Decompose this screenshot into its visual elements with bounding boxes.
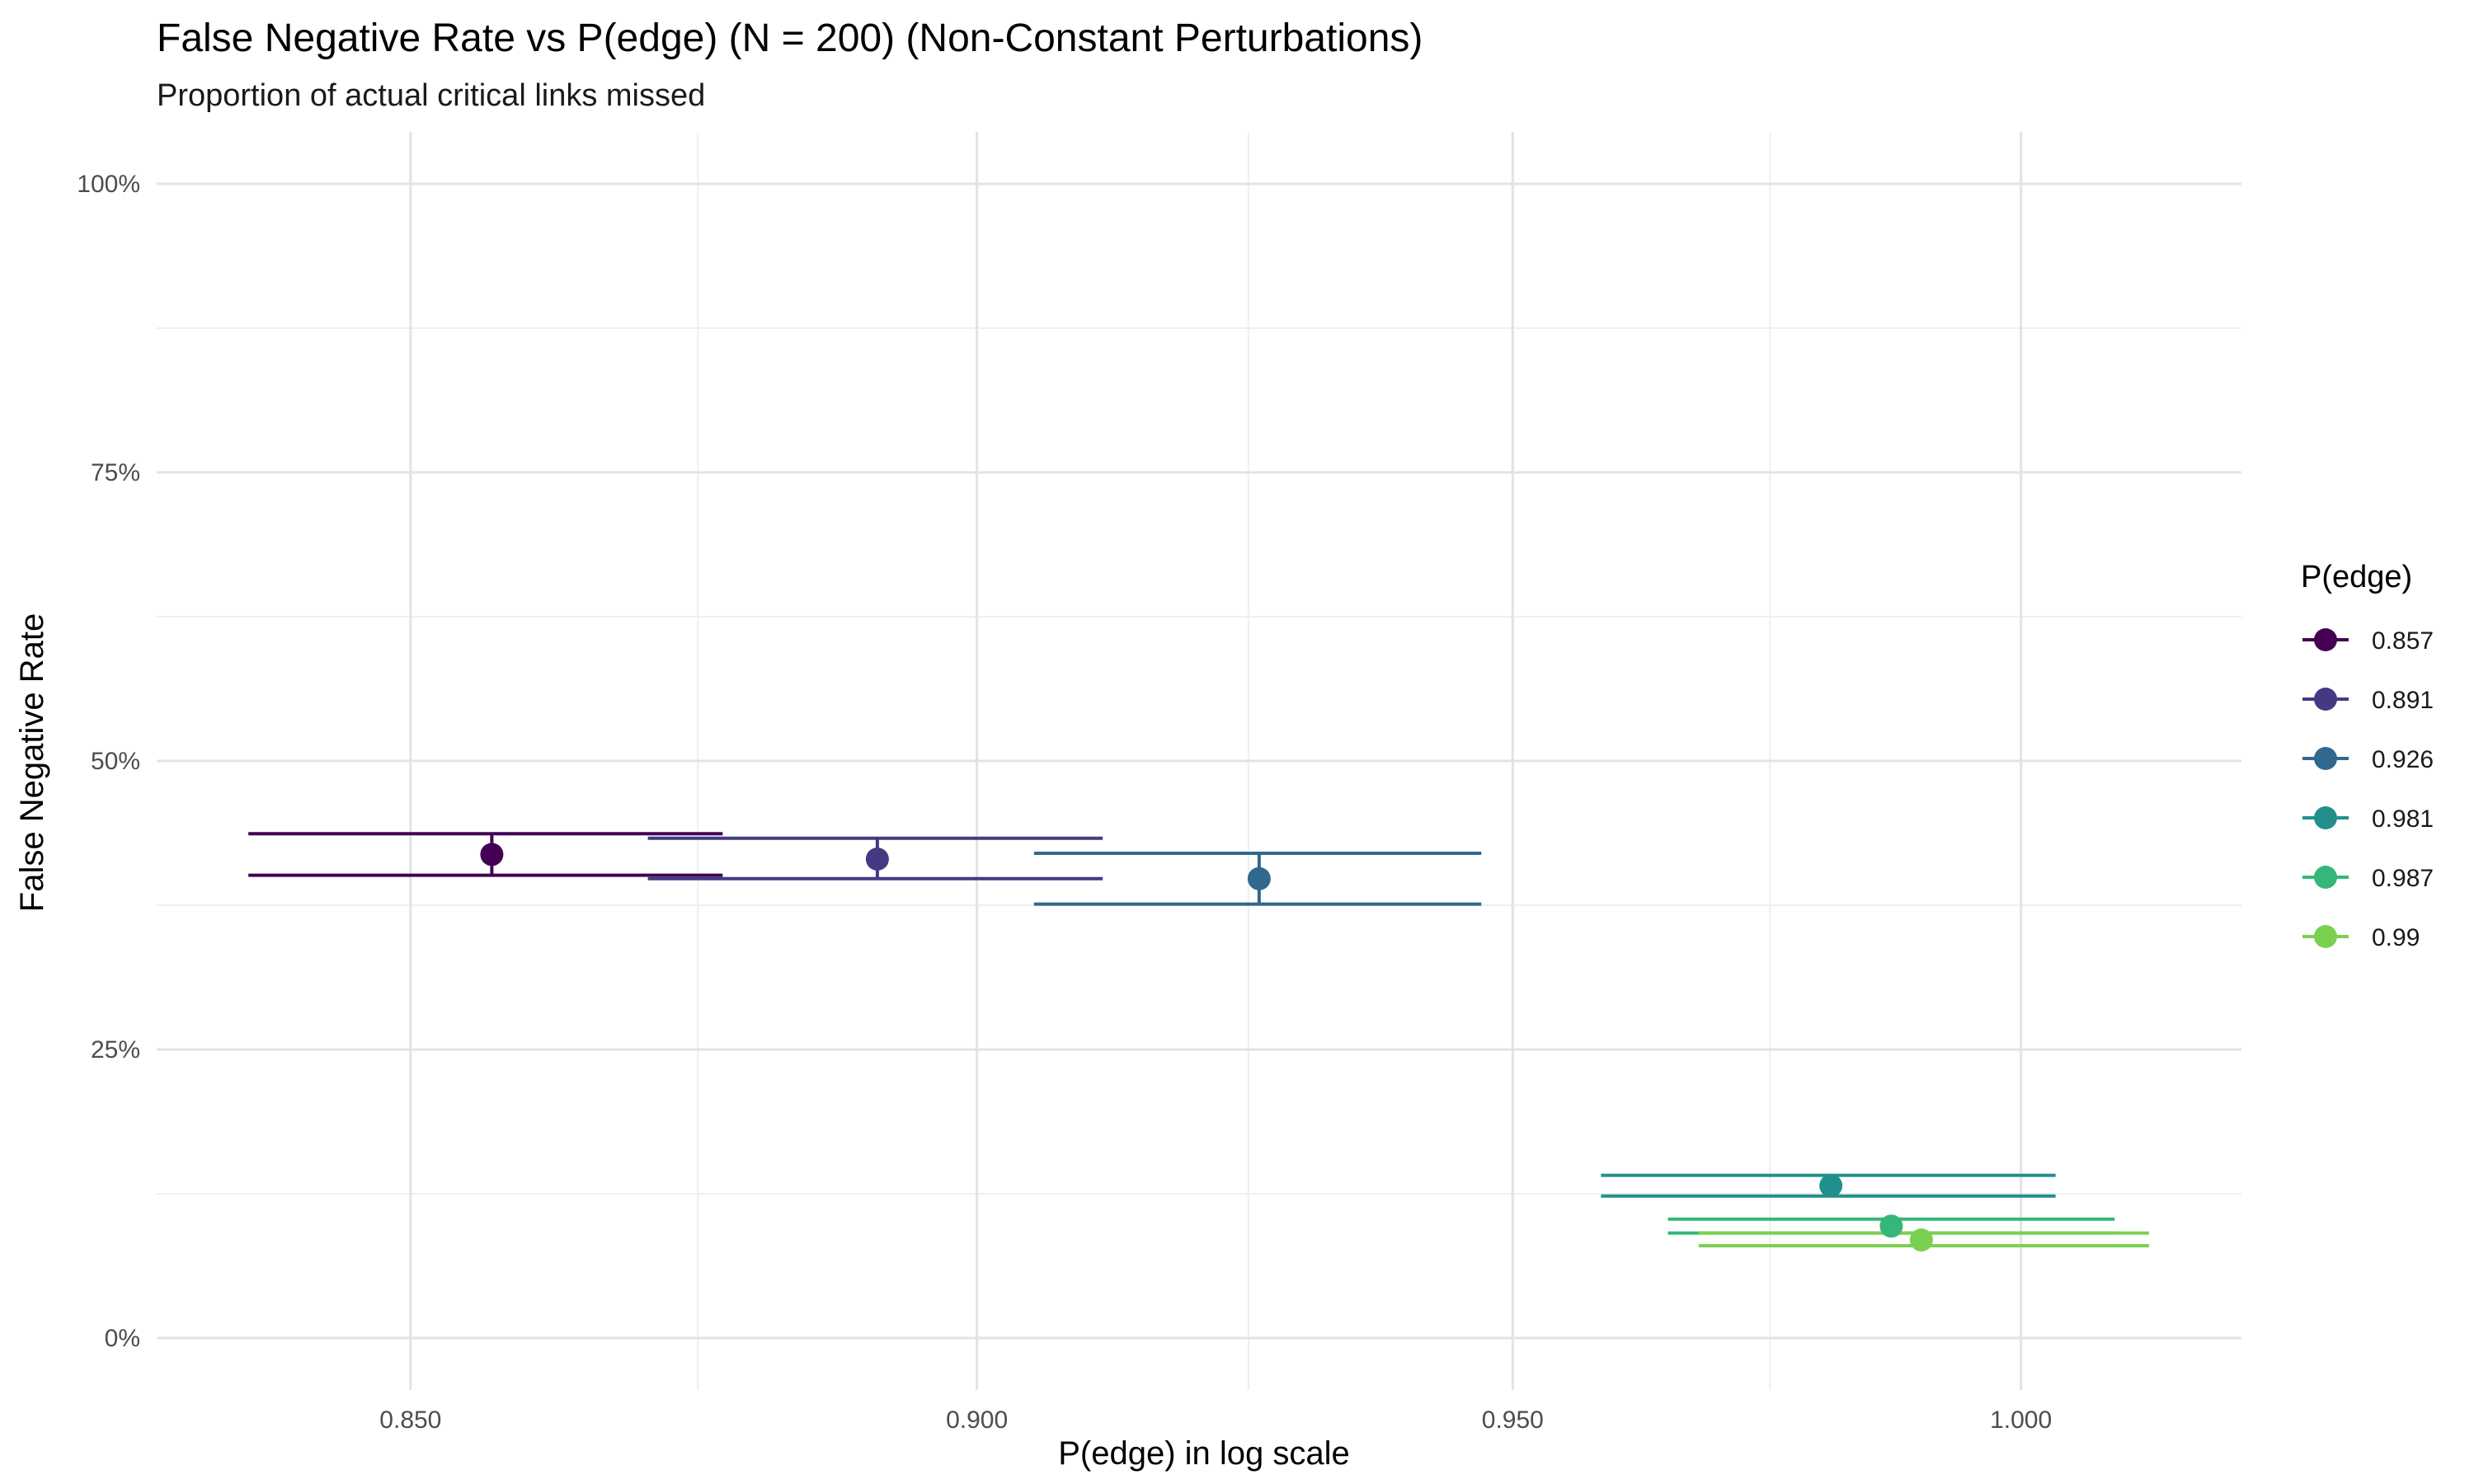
legend-key-point bbox=[2314, 628, 2337, 651]
legend-label: 0.981 bbox=[2372, 805, 2434, 833]
legend-key-point bbox=[2314, 688, 2337, 711]
legend-item: 0.981 bbox=[2302, 805, 2434, 833]
data-point bbox=[1909, 1228, 1933, 1252]
data-point bbox=[1247, 866, 1271, 890]
legend-key-point bbox=[2314, 866, 2337, 889]
y-tick-label: 75% bbox=[91, 459, 140, 486]
y-axis-title: False Negative Rate bbox=[14, 613, 50, 912]
legend-key-point bbox=[2314, 747, 2337, 770]
legend-label: 0.987 bbox=[2372, 865, 2434, 892]
y-tick-label: 0% bbox=[105, 1325, 140, 1352]
legend-item: 0.857 bbox=[2302, 627, 2434, 655]
data-point bbox=[1879, 1214, 1903, 1238]
legend-items: 0.857 0.891 0.926 0.981 0.987 0.99 bbox=[2302, 627, 2434, 951]
x-axis-title: P(edge) in log scale bbox=[1058, 1435, 1350, 1472]
legend-title: P(edge) bbox=[2301, 560, 2412, 594]
legend-label: 0.857 bbox=[2372, 627, 2434, 655]
y-tick-label: 50% bbox=[91, 748, 140, 775]
data-points bbox=[480, 843, 1933, 1252]
legend-label: 0.891 bbox=[2372, 687, 2434, 714]
x-tick-label: 0.850 bbox=[379, 1407, 441, 1434]
legend-item: 0.926 bbox=[2302, 746, 2434, 773]
legend-item: 0.99 bbox=[2302, 924, 2420, 951]
x-tick-label: 1.000 bbox=[1990, 1407, 2052, 1434]
x-tick-label: 0.900 bbox=[946, 1407, 1008, 1434]
x-axis-ticks: 0.850 0.900 0.950 1.000 bbox=[379, 1407, 2052, 1434]
data-point bbox=[1819, 1174, 1843, 1198]
legend-item: 0.987 bbox=[2302, 865, 2434, 892]
legend-item: 0.891 bbox=[2302, 687, 2434, 714]
legend-key-point bbox=[2314, 925, 2337, 948]
legend-key-point bbox=[2314, 806, 2337, 829]
chart-subtitle: Proportion of actual critical links miss… bbox=[157, 78, 705, 113]
x-tick-label: 0.950 bbox=[1482, 1407, 1544, 1434]
legend: P(edge) 0.857 0.891 0.926 0.981 0.987 0.99 bbox=[2301, 560, 2434, 951]
data-point bbox=[480, 843, 504, 866]
error-bars bbox=[248, 832, 2149, 1247]
y-axis-ticks: 0% 25% 50% 75% 100% bbox=[77, 171, 140, 1352]
y-tick-label: 25% bbox=[91, 1036, 140, 1064]
plot-area bbox=[157, 132, 2241, 1390]
chart-title: False Negative Rate vs P(edge) (N = 200)… bbox=[157, 16, 1423, 60]
legend-label: 0.99 bbox=[2372, 924, 2420, 951]
data-point bbox=[865, 848, 889, 871]
legend-label: 0.926 bbox=[2372, 746, 2434, 773]
grid bbox=[157, 132, 2241, 1390]
y-tick-label: 100% bbox=[77, 171, 140, 198]
